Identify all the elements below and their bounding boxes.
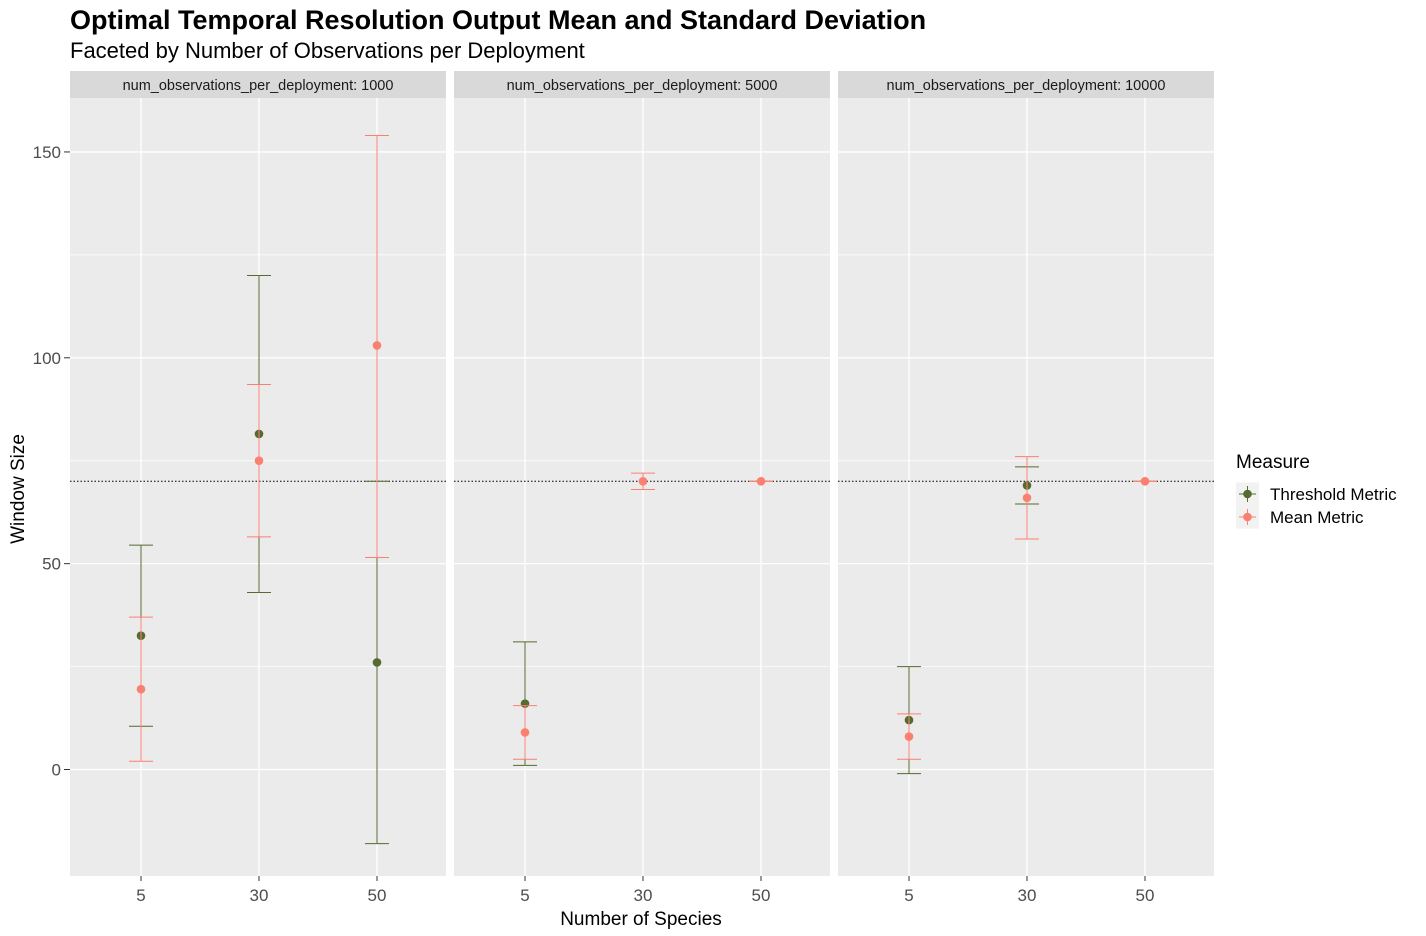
legend-title: Measure bbox=[1236, 452, 1310, 473]
x-tick-label: 5 bbox=[904, 886, 913, 905]
chart-title: Optimal Temporal Resolution Output Mean … bbox=[70, 5, 926, 35]
series-mean-metric bbox=[129, 134, 389, 762]
point-mean-metric-50 bbox=[1140, 477, 1150, 486]
point-mean-metric-5 bbox=[136, 684, 146, 694]
x-tick-label: 50 bbox=[752, 886, 771, 905]
point-mean-metric-30 bbox=[1022, 493, 1032, 503]
point-mean-metric-50 bbox=[756, 477, 766, 486]
x-axis-title: Number of Species bbox=[560, 909, 722, 930]
x-tick-label: 30 bbox=[250, 886, 269, 905]
facet-strip bbox=[454, 71, 830, 98]
legend: Measure Threshold Metric Mean Metric bbox=[1236, 452, 1397, 529]
x-tick-label: 30 bbox=[1018, 886, 1037, 905]
x-tick-label: 5 bbox=[136, 886, 145, 905]
point-mean-metric-30 bbox=[638, 477, 648, 486]
facet-strip bbox=[838, 71, 1214, 98]
y-axis: 0 50 100 150 bbox=[33, 143, 70, 780]
legend-entry-mean-metric: Mean Metric bbox=[1236, 505, 1364, 529]
x-tick-label: 5 bbox=[520, 886, 529, 905]
series-mean-metric bbox=[513, 472, 773, 760]
legend-entry-threshold-metric: Threshold Metric bbox=[1236, 482, 1397, 506]
facet-panel-3: num_observations_per_deployment: 10000 5 3… bbox=[838, 71, 1214, 905]
y-axis-title: Window Size bbox=[8, 434, 29, 544]
legend-label: Threshold Metric bbox=[1270, 485, 1397, 504]
point-threshold-metric-50 bbox=[372, 658, 382, 667]
point-mean-metric-5 bbox=[520, 728, 530, 737]
facet-strip bbox=[70, 71, 446, 98]
x-tick-label: 50 bbox=[1136, 886, 1155, 905]
panel-background bbox=[70, 98, 446, 876]
x-tick-label: 50 bbox=[368, 886, 387, 905]
point-mean-metric-50 bbox=[372, 341, 382, 350]
y-tick-label: 150 bbox=[33, 143, 61, 162]
chart-subtitle: Faceted by Number of Observations per De… bbox=[70, 38, 585, 63]
legend-key-point bbox=[1243, 489, 1252, 499]
legend-entries: Threshold Metric Mean Metric bbox=[1236, 482, 1397, 529]
series-mean-metric bbox=[897, 456, 1157, 760]
legend-key-point bbox=[1243, 512, 1252, 522]
y-tick-label: 0 bbox=[52, 761, 61, 780]
x-tick-label: 30 bbox=[634, 886, 653, 905]
facet-panels: num_observations_per_deployment: 1000 5 30… bbox=[70, 71, 1214, 905]
facet-panel-2: num_observations_per_deployment: 5000 5 30… bbox=[454, 71, 830, 905]
y-tick-label: 50 bbox=[42, 555, 61, 574]
panel-background bbox=[454, 98, 830, 876]
facet-strip-label: num_observations_per_deployment: 10000 bbox=[887, 78, 1166, 94]
facet-strip-label: num_observations_per_deployment: 5000 bbox=[507, 78, 778, 94]
point-mean-metric-5 bbox=[904, 732, 914, 741]
facet-panel-1: num_observations_per_deployment: 1000 5 30… bbox=[70, 71, 446, 905]
legend-label: Mean Metric bbox=[1270, 508, 1364, 527]
facet-strip-label: num_observations_per_deployment: 1000 bbox=[123, 78, 394, 94]
y-tick-label: 100 bbox=[33, 349, 61, 368]
point-mean-metric-30 bbox=[254, 456, 264, 466]
